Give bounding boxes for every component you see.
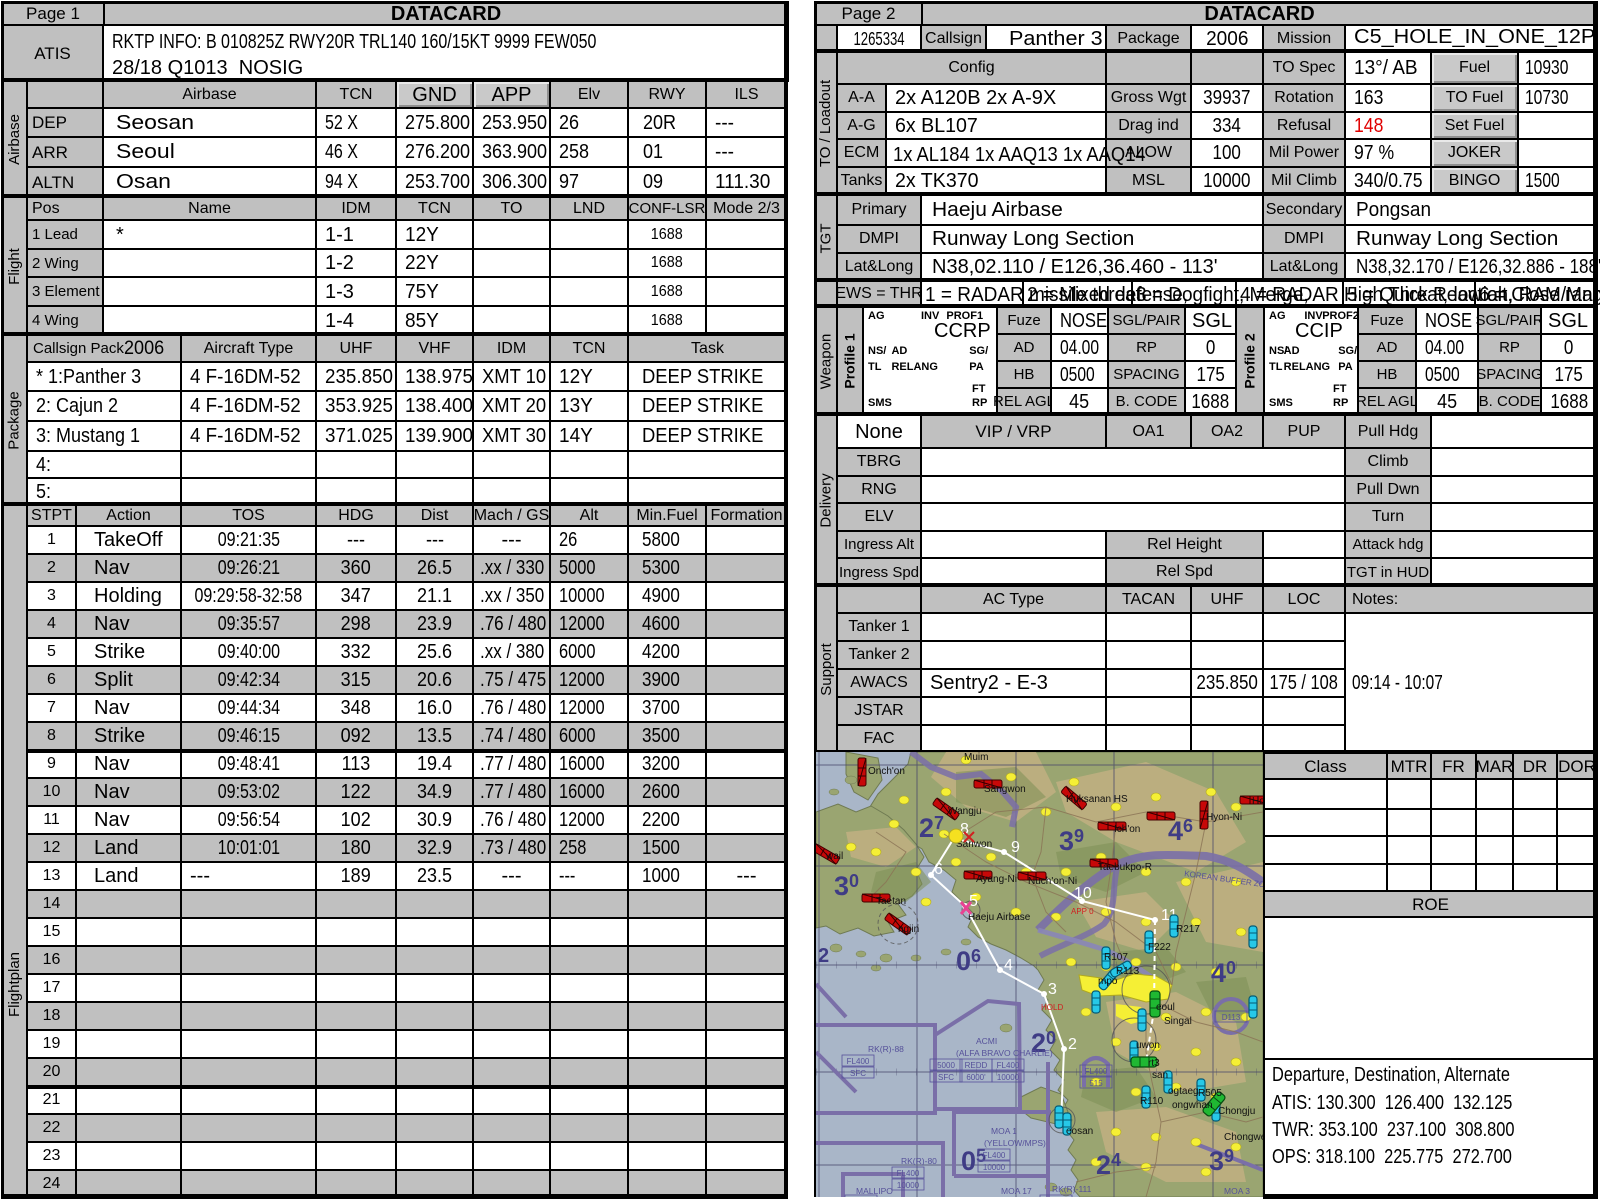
svg-text:san: san	[1152, 1070, 1168, 1081]
svg-text:R113: R113	[1116, 966, 1140, 977]
svg-text:REDD: REDD	[965, 1061, 988, 1070]
svg-text:Sangwon: Sangwon	[984, 784, 1026, 795]
svg-text:Singal: Singal	[1164, 1016, 1192, 1027]
svg-text:10000: 10000	[897, 1181, 920, 1190]
svg-text:R217: R217	[1176, 924, 1200, 935]
svg-text:Chongju: Chongju	[1218, 1106, 1255, 1117]
svg-text:ogtaeg: ogtaeg	[1168, 1086, 1199, 1097]
svg-text:eoul: eoul	[1156, 1002, 1175, 1013]
svg-text:R110: R110	[1140, 1096, 1164, 1107]
svg-text:10000: 10000	[983, 1163, 1006, 1172]
svg-text:Taebukpo-R: Taebukpo-R	[1098, 862, 1152, 873]
svg-text:mpo: mpo	[1098, 976, 1118, 987]
svg-text:2: 2	[1068, 1036, 1077, 1053]
svg-text:Nuch'on-Ni: Nuch'on-Ni	[1028, 876, 1077, 887]
svg-text:FL400: FL400	[983, 1151, 1006, 1160]
svg-text:wail: wail	[825, 851, 843, 862]
svg-text:9: 9	[1011, 839, 1020, 856]
svg-text:MALLIPO: MALLIPO	[856, 1186, 893, 1196]
svg-text:Sariwon: Sariwon	[956, 839, 992, 850]
svg-text:24: 24	[1096, 1150, 1121, 1180]
svg-text:Taetan: Taetan	[876, 896, 906, 907]
svg-text:RK(R)-80: RK(R)-80	[901, 1156, 937, 1166]
svg-text:Hoeya: Hoeya	[1252, 796, 1263, 807]
svg-text:FL400: FL400	[897, 1169, 920, 1178]
svg-text:3: 3	[1048, 981, 1057, 998]
svg-text:Ayang-Ni: Ayang-Ni	[976, 874, 1017, 885]
svg-text:Ich'on: Ich'on	[1114, 824, 1140, 835]
svg-text:10000: 10000	[997, 1073, 1020, 1082]
svg-text:SFC: SFC	[850, 1069, 866, 1078]
svg-text:ACMI: ACMI	[976, 1036, 997, 1046]
svg-text:uwon: uwon	[1136, 1040, 1160, 1051]
svg-text:(YELLOW/MPS): (YELLOW/MPS)	[984, 1138, 1046, 1148]
svg-text:SFC: SFC	[938, 1073, 954, 1082]
svg-text:Wangju: Wangju	[948, 806, 982, 817]
svg-text:Muim: Muim	[964, 752, 988, 763]
svg-text:R505: R505	[1198, 1088, 1222, 1099]
svg-text:FL400: FL400	[1085, 1067, 1108, 1076]
svg-text:HOLD: HOLD	[1041, 1003, 1063, 1012]
svg-text:APP 0: APP 0	[1071, 907, 1094, 916]
svg-text:Hyon-Ni: Hyon-Ni	[1206, 812, 1242, 823]
svg-text:Chongwen: Chongwen	[1224, 1132, 1263, 1143]
svg-text:6: 6	[934, 861, 943, 878]
svg-text:(ALFA BRAVO CHARLIE): (ALFA BRAVO CHARLIE)	[956, 1048, 1053, 1058]
svg-text:5: 5	[969, 893, 978, 910]
svg-text:6000': 6000'	[966, 1073, 986, 1082]
svg-text:FL400: FL400	[997, 1061, 1020, 1070]
svg-text:rt3: rt3	[1148, 1058, 1160, 1069]
svg-text:MOA 17: MOA 17	[1001, 1186, 1032, 1196]
svg-text:MOA 3: MOA 3	[1224, 1186, 1250, 1196]
svg-text:RK(R)-88: RK(R)-88	[868, 1044, 904, 1054]
svg-text:eosan: eosan	[1066, 1126, 1093, 1137]
svg-text:8: 8	[960, 821, 969, 838]
svg-text:Huksanan HS: Huksanan HS	[1066, 794, 1128, 805]
svg-text:5000: 5000	[937, 1061, 955, 1070]
svg-text:10: 10	[1074, 885, 1092, 902]
svg-text:F222: F222	[1148, 942, 1171, 953]
svg-text:ongwhan: ongwhan	[1172, 1100, 1213, 1111]
svg-text:Haeju Airbase: Haeju Airbase	[968, 912, 1031, 923]
svg-text:D113: D113	[1222, 1013, 1241, 1022]
svg-text:Onch'on: Onch'on	[868, 766, 905, 777]
svg-text:RK(R)-111: RK(R)-111	[1052, 1184, 1092, 1194]
svg-text:4: 4	[1004, 957, 1013, 974]
svg-text:ngjin: ngjin	[898, 924, 919, 935]
svg-text:MOA 1: MOA 1	[991, 1126, 1017, 1136]
svg-text:515: 515	[1089, 1079, 1103, 1088]
svg-text:2: 2	[818, 945, 829, 967]
svg-text:R107: R107	[1104, 952, 1128, 963]
svg-text:FL400: FL400	[847, 1057, 870, 1066]
